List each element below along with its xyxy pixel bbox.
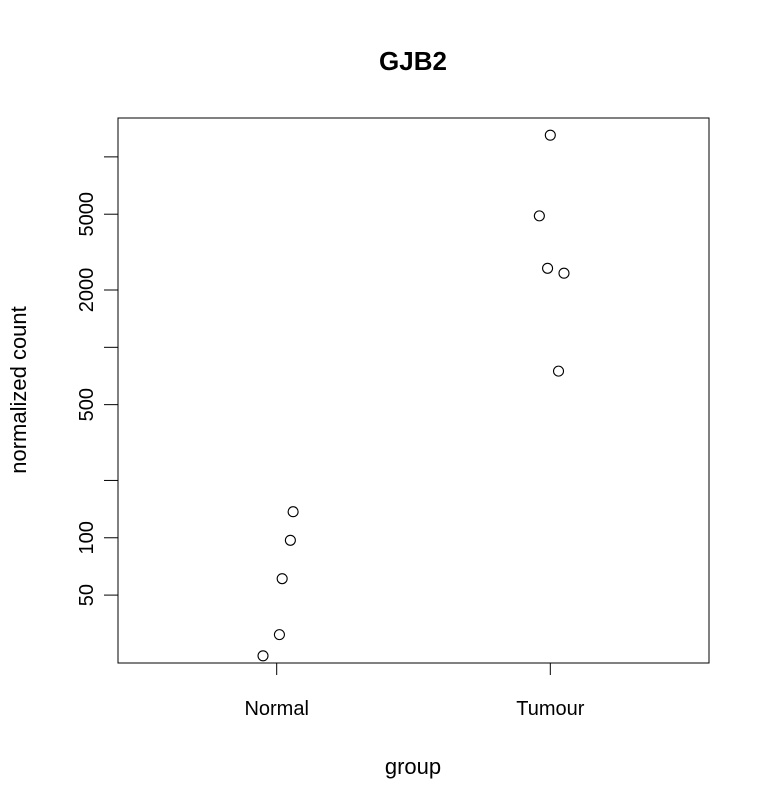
y-tick-label: 50 bbox=[76, 584, 98, 606]
x-axis-label: group bbox=[385, 754, 441, 779]
chart-title: GJB2 bbox=[379, 46, 447, 76]
data-point bbox=[273, 629, 285, 641]
data-point bbox=[276, 573, 288, 585]
data-point bbox=[284, 534, 296, 546]
y-axis: 50 100 500 2000 5000 bbox=[76, 156, 118, 606]
y-tick-label: 5000 bbox=[76, 192, 98, 237]
y-tick-label: 2000 bbox=[76, 268, 98, 313]
data-point bbox=[558, 267, 570, 279]
y-tick-label: 500 bbox=[76, 388, 98, 421]
data-point bbox=[257, 650, 269, 662]
data-point bbox=[544, 129, 556, 141]
plot-frame bbox=[117, 117, 710, 664]
data-point bbox=[552, 365, 565, 377]
y-tick-label: 100 bbox=[76, 521, 98, 554]
data-point bbox=[287, 506, 299, 518]
x-tick-label: Normal bbox=[244, 698, 308, 720]
data-point bbox=[533, 210, 545, 222]
data-points bbox=[257, 129, 570, 662]
x-tick-label: Tumour bbox=[516, 698, 585, 720]
y-axis-label: normalized count bbox=[6, 306, 31, 474]
x-axis: Normal Tumour bbox=[244, 663, 585, 720]
data-point bbox=[542, 262, 554, 274]
